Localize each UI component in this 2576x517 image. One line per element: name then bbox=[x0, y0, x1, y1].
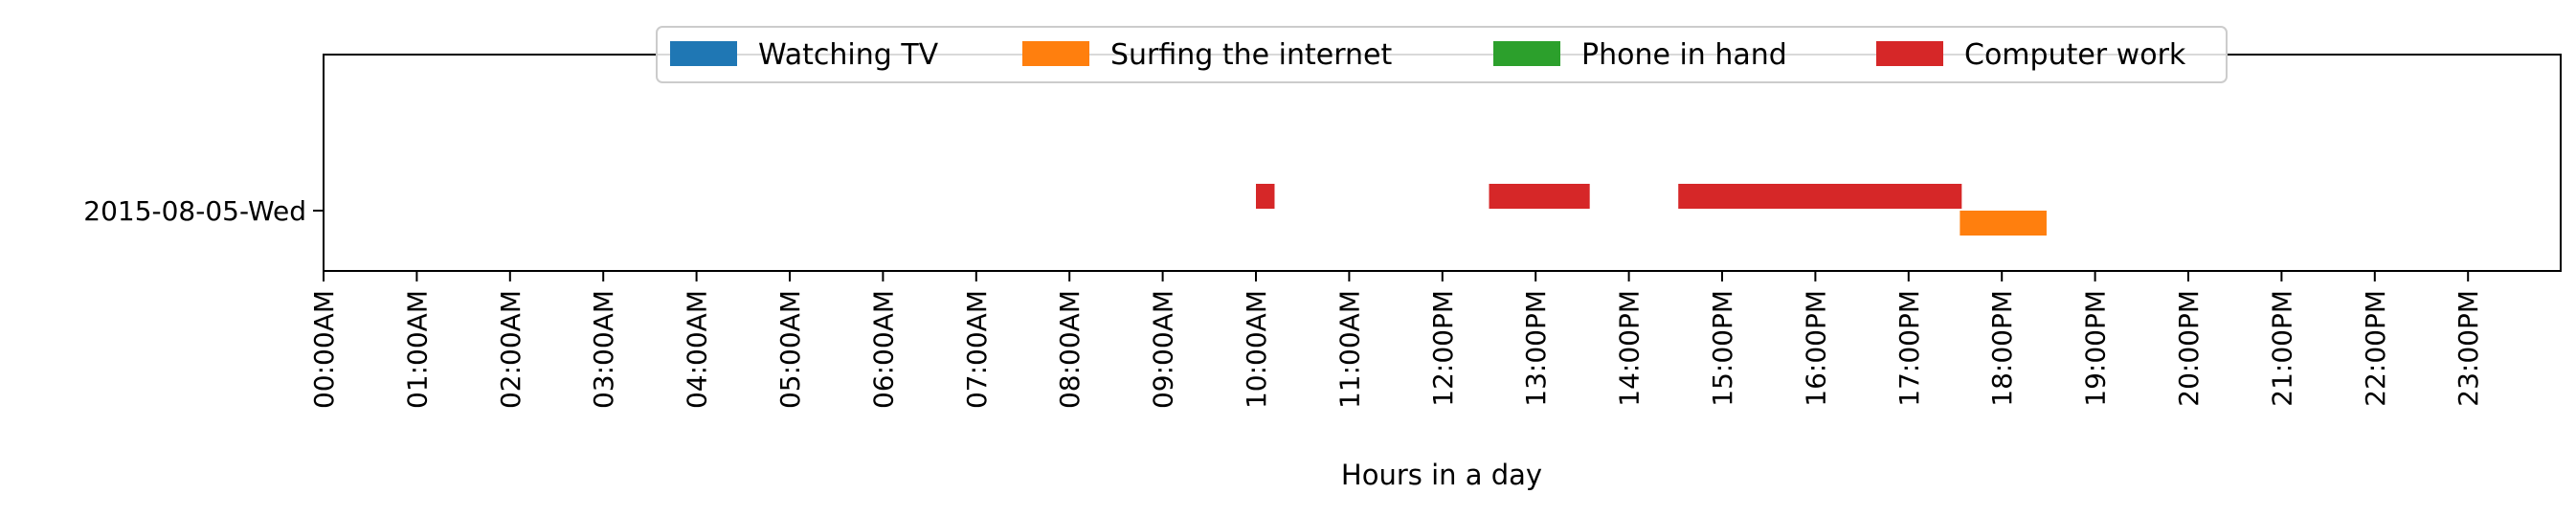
x-tick-label: 17:00PM bbox=[1893, 290, 1925, 407]
bars-layer bbox=[1256, 184, 2047, 236]
legend-label: Computer work bbox=[1964, 38, 2186, 72]
legend-swatch bbox=[1876, 41, 1943, 66]
legend-swatch bbox=[1022, 41, 1089, 66]
x-tick-label: 22:00PM bbox=[2360, 290, 2391, 407]
x-tick-label: 00:00AM bbox=[308, 290, 340, 409]
x-tick-label: 08:00AM bbox=[1054, 290, 1086, 409]
y-axis: 2015-08-05-Wed bbox=[83, 195, 324, 227]
x-tick-label: 15:00PM bbox=[1707, 290, 1738, 407]
x-tick-label: 06:00AM bbox=[867, 290, 899, 409]
x-tick-label: 11:00AM bbox=[1333, 290, 1365, 409]
x-tick-label: 02:00AM bbox=[495, 290, 526, 409]
x-tick-label: 16:00PM bbox=[1800, 290, 1831, 407]
legend-label: Phone in hand bbox=[1581, 38, 1787, 72]
x-tick-label: 19:00PM bbox=[2080, 290, 2112, 407]
bar-computer-work bbox=[1256, 184, 1275, 209]
x-tick-label: 10:00AM bbox=[1241, 290, 1272, 409]
bar-computer-work bbox=[1678, 184, 1962, 209]
legend-label: Watching TV bbox=[758, 38, 939, 72]
legend-swatch bbox=[1493, 41, 1560, 66]
legend-label: Surfing the internet bbox=[1110, 38, 1392, 72]
x-tick-label: 05:00AM bbox=[774, 290, 806, 409]
bar-computer-work bbox=[1489, 184, 1590, 209]
plot-frame bbox=[323, 54, 2562, 272]
legend: Watching TV Surfing the internet Phone in … bbox=[656, 26, 2228, 83]
legend-swatch bbox=[670, 41, 737, 66]
legend-box bbox=[656, 26, 2228, 83]
y-tick-label: 2015-08-05-Wed bbox=[83, 195, 306, 227]
x-tick-label: 09:00AM bbox=[1148, 290, 1179, 409]
x-tick-label: 20:00PM bbox=[2173, 290, 2205, 407]
x-tick-label: 14:00PM bbox=[1614, 290, 1646, 407]
x-tick-label: 23:00PM bbox=[2453, 290, 2484, 407]
x-tick-label: 13:00PM bbox=[1520, 290, 1552, 407]
x-tick-label: 07:00AM bbox=[961, 290, 993, 409]
x-axis-title: Hours in a day bbox=[1341, 459, 1542, 491]
x-tick-label: 21:00PM bbox=[2266, 290, 2297, 407]
x-tick-label: 03:00AM bbox=[588, 290, 619, 409]
x-tick-label: 01:00AM bbox=[401, 290, 433, 409]
x-tick-label: 18:00PM bbox=[1986, 290, 2018, 407]
x-tick-label: 04:00AM bbox=[682, 290, 713, 409]
x-tick-label: 12:00PM bbox=[1427, 290, 1459, 407]
x-axis: 00:00AM 01:00AM 02:00AM 03:00AM 04:00AM 05:00… bbox=[308, 271, 2484, 409]
bar-surfing-the-internet bbox=[1960, 211, 2047, 236]
